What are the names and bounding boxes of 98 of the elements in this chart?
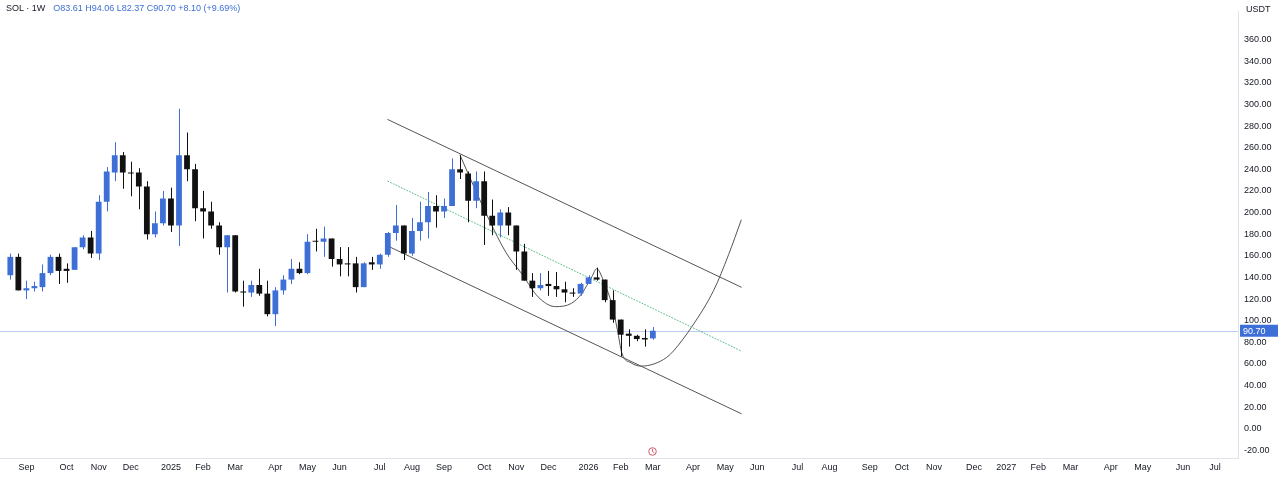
x-tick-label: Sep (18, 461, 35, 472)
x-tick-label: Mar (645, 461, 661, 472)
y-tick-label: 360.00 (1244, 34, 1272, 44)
candlestick (425, 191, 431, 239)
x-tick-label: Aug (821, 461, 838, 472)
y-tick-label: 260.00 (1244, 142, 1272, 153)
y-tick-label: 340.00 (1244, 55, 1272, 66)
candlestick (240, 280, 247, 308)
candlestick (208, 201, 215, 230)
candlestick (473, 170, 480, 209)
candlestick (625, 328, 632, 348)
candlestick (409, 217, 415, 257)
y-tick-label: 320.00 (1244, 77, 1272, 88)
y-tick-label: 140.00 (1244, 271, 1272, 282)
candlestick (119, 151, 126, 190)
candlestick (609, 289, 616, 324)
candlestick (111, 141, 118, 182)
candlestick (561, 281, 568, 303)
x-tick-label: Feb (1030, 461, 1047, 472)
candlestick (489, 199, 496, 236)
x-tick-label: Apr (268, 461, 283, 472)
x-tick-label: Oct (477, 461, 492, 472)
candlestick (87, 230, 94, 259)
candlestick (127, 161, 134, 197)
candlestick (457, 154, 463, 180)
candlestick (152, 210, 158, 238)
y-tick-label: 200.00 (1244, 207, 1272, 218)
candlestick (392, 204, 399, 242)
x-tick-label: Apr (1103, 461, 1118, 472)
candlestick (384, 231, 391, 258)
x-tick-label: Jul (1209, 461, 1221, 472)
candlestick (344, 246, 351, 277)
x-tick-label: Nov (508, 461, 525, 472)
y-tick-label: 300.00 (1244, 98, 1272, 109)
candlestick (505, 206, 512, 236)
y-tick-label: 180.00 (1244, 228, 1272, 239)
candlestick (320, 226, 327, 258)
x-tick-label: Feb (195, 461, 211, 472)
x-tick-label: 2027 (996, 461, 1017, 472)
x-tick-label: May (298, 461, 317, 472)
x-tick-label: Mar (227, 461, 243, 472)
x-tick-label: Feb (612, 461, 629, 472)
x-tick-label: Jun (332, 461, 347, 472)
x-tick-label: Aug (403, 461, 420, 472)
candlestick (529, 272, 536, 298)
y-tick-label: -20.00 (1244, 444, 1270, 455)
x-tick-label: Oct (59, 461, 75, 472)
y-tick-label: 100.00 (1244, 315, 1272, 326)
y-tick-label: 160.00 (1244, 250, 1272, 261)
x-tick-label: Jul (791, 461, 804, 472)
candlestick (336, 246, 343, 277)
x-tick-label: Oct (894, 461, 910, 472)
candlestick (617, 319, 624, 357)
x-tick-label: Dec (122, 461, 140, 472)
candlestick (433, 194, 439, 229)
x-tick-label: Dec (966, 461, 983, 472)
x-tick-label: 2025 (160, 461, 181, 472)
y-tick-label: 20.00 (1244, 401, 1267, 412)
x-tick-label: Nov (90, 461, 108, 472)
candlestick (417, 201, 423, 242)
x-tick-label: Nov (925, 461, 943, 472)
x-tick-label: Sep (861, 461, 878, 472)
candlestick (352, 256, 359, 294)
chart-title: SOL · 1W (6, 3, 46, 13)
candlestick (135, 167, 142, 210)
y-tick-label: 280.00 (1244, 120, 1272, 131)
y-tick-label: 80.00 (1244, 336, 1267, 347)
candlestick (7, 253, 14, 281)
y-tick-label: 40.00 (1244, 380, 1267, 391)
candlestick (23, 280, 30, 300)
x-tick-label: Dec (540, 461, 557, 472)
x-tick-label: Mar (1062, 461, 1079, 472)
y-tick-label: 0.00 (1244, 423, 1262, 434)
candlestick (264, 280, 271, 317)
x-tick-label: May (716, 461, 735, 472)
candlestick (272, 286, 279, 327)
x-tick-label: Jun (750, 461, 765, 472)
candlestick (224, 234, 231, 294)
y-tick-label: 120.00 (1244, 293, 1272, 304)
candlestick (256, 268, 263, 297)
chart-subtitle: O83.61 H94.06 L82.37 C90.70 +8.10 (+9.69%) (53, 3, 241, 13)
x-tick-label: 2026 (578, 461, 599, 472)
candlestick (441, 197, 447, 219)
y-axis-title: USDT (1246, 4, 1271, 15)
x-tick-label: Jun (1175, 461, 1191, 472)
x-tick-label: May (1134, 461, 1152, 472)
candlestick (360, 261, 367, 288)
candlestick (200, 190, 206, 239)
candlestick (497, 208, 504, 238)
candlestick (216, 221, 223, 256)
x-tick-label: Jul (374, 461, 386, 472)
y-tick-label: 240.00 (1244, 163, 1272, 174)
x-tick-label: Sep (436, 461, 453, 472)
x-tick-label: Apr (686, 461, 701, 472)
candlestick (184, 132, 190, 182)
y-tick-label: 220.00 (1244, 185, 1272, 196)
ref-line-label: 90.70 (1243, 325, 1266, 336)
y-tick-label: 60.00 (1244, 358, 1267, 369)
